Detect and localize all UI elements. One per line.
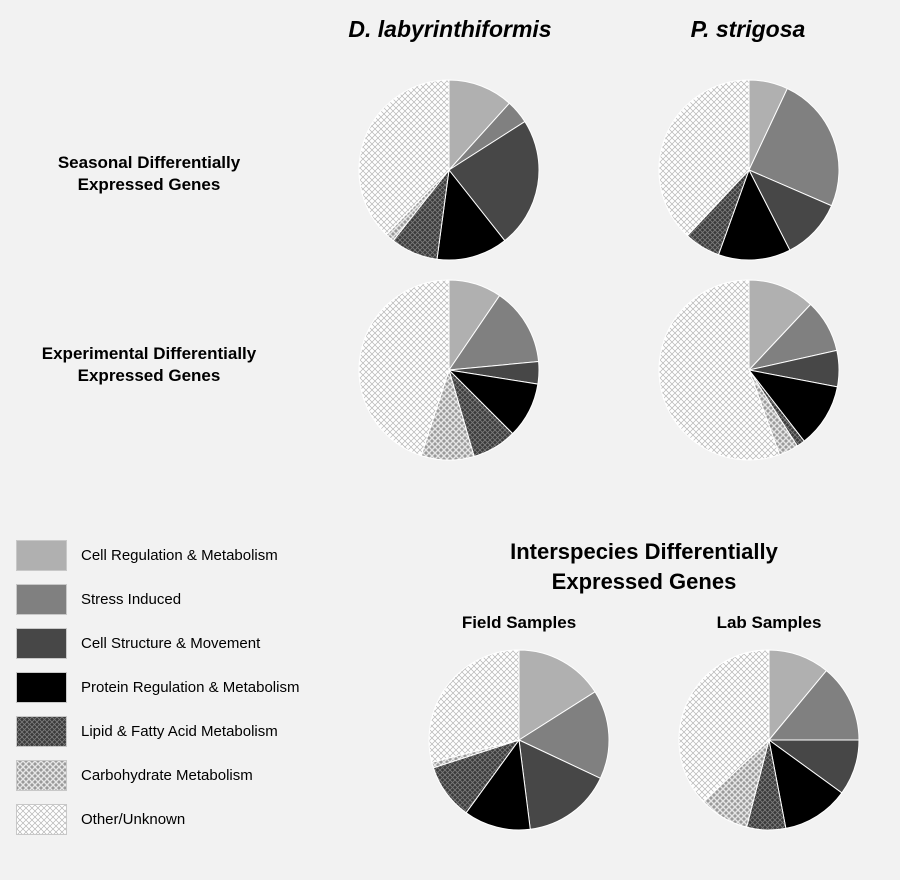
row-label-experimental: Experimental Differentially Expressed Ge… xyxy=(19,343,279,387)
species-title-d-labyrinthiformis: D. labyrinthiformis xyxy=(348,16,552,42)
pie-slice-stress-induced xyxy=(767,669,860,741)
legend-swatch-lipid xyxy=(16,715,67,747)
pie-slice-other-unknown xyxy=(428,649,520,763)
pie-slice-stress-induced xyxy=(517,691,610,779)
pie-slice-other-unknown xyxy=(658,279,781,461)
pie-chart-2 xyxy=(658,79,840,261)
pie-slice-cell-regulation-metabolism xyxy=(518,649,596,741)
pie-chart-3 xyxy=(358,279,540,461)
pie-slice-protein-regulation-metabolism xyxy=(717,168,791,261)
legend-swatch-other xyxy=(16,803,67,835)
legend-item-lipid: Lipid & Fatty Acid Metabolism xyxy=(16,715,278,747)
legend-item-protein-regulation: Protein Regulation & Metabolism xyxy=(16,671,299,703)
row-label-seasonal: Seasonal Differentially Expressed Genes xyxy=(19,152,279,196)
pie-slice-cell-structure-movement xyxy=(448,120,540,242)
pie-slice-protein-regulation-metabolism xyxy=(465,738,531,831)
legend-label-stress-induced: Stress Induced xyxy=(81,590,182,608)
pie-slice-protein-regulation-metabolism xyxy=(768,738,843,829)
pie-slice-cell-structure-movement xyxy=(518,739,602,830)
pie-slice-cell-regulation-metabolism xyxy=(748,279,812,372)
interspecies-title-line-1: Interspecies Differentially xyxy=(510,539,778,564)
pie-slice-stress-induced xyxy=(748,87,840,207)
legend-item-carbohydrate: Carbohydrate Metabolism xyxy=(16,759,253,791)
legend-label-carbohydrate: Carbohydrate Metabolism xyxy=(81,766,253,784)
legend-swatch-cell-structure xyxy=(16,627,67,659)
interspecies-title-line-2: Expressed Genes xyxy=(551,569,737,594)
pie-slice-cell-regulation-metabolism xyxy=(448,79,511,172)
interspecies-title: Interspecies Differentially Expressed Ge… xyxy=(474,537,814,597)
pie-slice-protein-regulation-metabolism xyxy=(436,168,506,261)
pie-slice-other-unknown xyxy=(358,279,450,457)
row-label-experimental-line-2: Expressed Genes xyxy=(77,366,221,385)
pie-slice-protein-regulation-metabolism xyxy=(747,369,838,442)
legend-label-cell-structure: Cell Structure & Movement xyxy=(81,634,261,652)
legend-swatch-protein-regulation xyxy=(16,671,67,703)
legend-label-cell-regulation: Cell Regulation & Metabolism xyxy=(81,546,278,564)
legend-label-lipid: Lipid & Fatty Acid Metabolism xyxy=(81,722,278,740)
species-title-p-strigosa: P. strigosa xyxy=(690,16,806,42)
legend-swatch-carbohydrate xyxy=(16,759,67,791)
pie-chart-6 xyxy=(678,649,860,831)
legend-item-cell-regulation: Cell Regulation & Metabolism xyxy=(16,539,278,571)
legend-swatch-stress-induced xyxy=(16,583,67,615)
legend-swatch-cell-regulation xyxy=(16,539,67,571)
legend-item-other: Other/Unknown xyxy=(16,803,185,835)
row-label-seasonal-line-2: Expressed Genes xyxy=(77,175,221,194)
pie-slice-stress-induced xyxy=(447,294,540,371)
pie-slice-other-unknown xyxy=(358,79,450,236)
row-label-seasonal-line-1: Seasonal Differentially xyxy=(57,153,241,172)
pie-chart-4 xyxy=(658,279,840,461)
field-samples-label: Field Samples xyxy=(461,613,577,632)
legend-label-other: Other/Unknown xyxy=(81,810,186,828)
legend-label-protein-regulation: Protein Regulation & Metabolism xyxy=(81,678,300,696)
legend-item-stress-induced: Stress Induced xyxy=(16,583,181,615)
row-label-experimental-line-1: Experimental Differentially xyxy=(41,344,257,363)
pie-slice-other-unknown xyxy=(678,649,770,803)
pie-slice-other-unknown xyxy=(658,79,750,237)
pie-chart-5 xyxy=(428,649,610,831)
lab-samples-label: Lab Samples xyxy=(716,613,822,632)
legend-item-cell-structure: Cell Structure & Movement xyxy=(16,627,260,659)
pie-chart-1 xyxy=(358,79,540,261)
